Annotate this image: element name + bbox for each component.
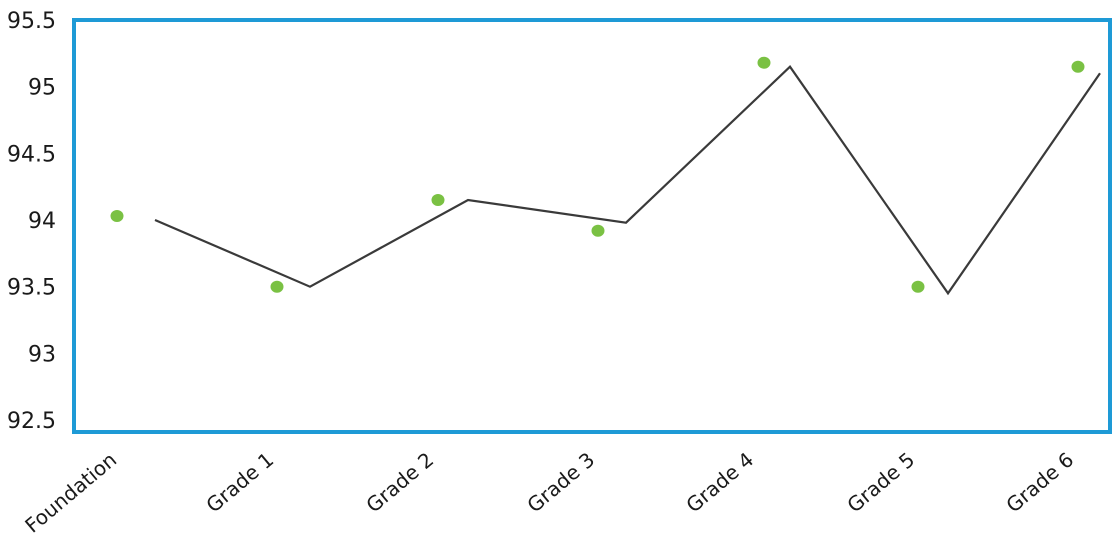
y-tick-label: 95.5 <box>7 9 56 34</box>
y-tick-label: 92.5 <box>7 409 56 434</box>
x-tick-label: Grade 3 <box>522 447 599 517</box>
x-axis-ticks: Foundation Grade 1 Grade 2 Grade 3 Grade 4 Gr… <box>20 447 1078 537</box>
x-tick-label: Grade 6 <box>1001 447 1078 517</box>
y-tick-label: 95 <box>28 76 56 101</box>
y-tick-label: 94.5 <box>7 142 56 167</box>
y-tick-label: 93.5 <box>7 276 56 301</box>
x-tick-label: Grade 5 <box>842 447 919 517</box>
plot-frame <box>72 18 1112 434</box>
data-point-marker <box>270 280 284 293</box>
x-tick-label: Grade 4 <box>681 447 758 517</box>
y-tick-label: 94 <box>28 209 56 234</box>
data-point-marker <box>757 56 771 69</box>
data-point-marker <box>1071 60 1085 73</box>
y-axis-ticks: 95.5 95 94.5 94 93.5 93 92.5 <box>7 9 56 434</box>
line-series <box>154 65 1101 296</box>
marker-series <box>110 56 1085 293</box>
x-tick-label: Grade 2 <box>361 447 438 517</box>
data-point-marker <box>591 224 605 237</box>
line-series-path <box>154 65 1101 296</box>
data-point-marker <box>110 210 124 222</box>
data-point-marker <box>431 194 445 206</box>
y-tick-label: 93 <box>28 342 56 367</box>
data-point-marker <box>911 280 925 293</box>
x-tick-label: Foundation <box>20 447 121 537</box>
x-tick-label: Grade 1 <box>201 447 278 517</box>
